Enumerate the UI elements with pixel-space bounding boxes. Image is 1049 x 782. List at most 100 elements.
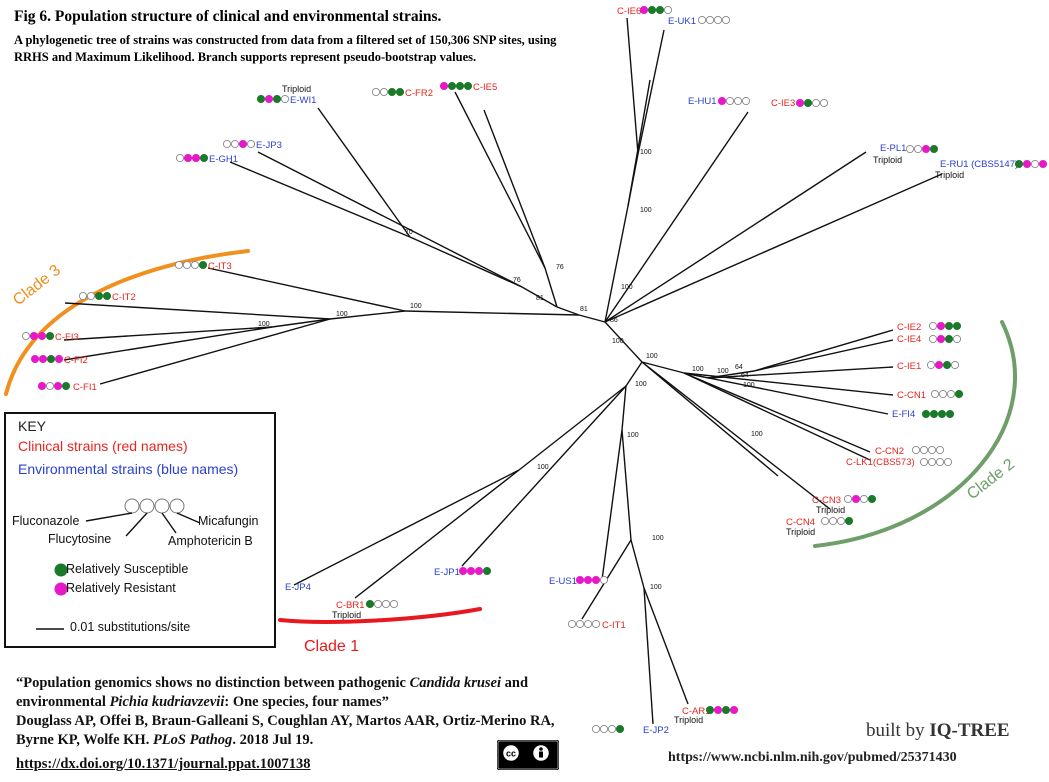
drug-profile-dot (474, 566, 484, 576)
drug-profile-dot (828, 516, 838, 526)
drug-profile-dot (183, 153, 193, 163)
leaf-label: C-IT1 (602, 620, 626, 631)
drug-profile-dot (256, 94, 266, 104)
leaf-label: C-AR1 (682, 706, 711, 717)
drug-profile-dot (455, 81, 465, 91)
cc-by-license-icon: cc CC BY (497, 740, 559, 770)
citation-authors: Douglass AP, Offei B, Braun-Galleani S, … (16, 713, 555, 748)
tree-branch (604, 205, 629, 323)
drug-profile-dot (53, 381, 63, 391)
drug-profile-dot (867, 494, 877, 504)
drug-profile-dot (238, 139, 248, 149)
drug-profile-dot (820, 516, 830, 526)
leaf-label: C-FI3 (55, 332, 79, 343)
drug-profile-dot (655, 5, 665, 15)
leaf-e-us1: E-US1 (549, 575, 609, 587)
leaf-label: C-BR1 (336, 600, 365, 611)
key-drug-micafungin: Micafungin (198, 514, 259, 528)
leaf-e-fi4: E-FI4 (892, 409, 955, 420)
tree-branch (626, 17, 639, 155)
ploidy-label: Triploid (674, 715, 703, 725)
bootstrap-label: 100 (410, 303, 422, 310)
bootstrap-values: 100 100 100 81 86 100 100 76 81 76 70 100 100 100 100 6… (258, 149, 763, 591)
tree-branch (753, 339, 894, 372)
leaf-label: C-IE5 (473, 82, 497, 93)
drug-profile-dot (458, 566, 468, 576)
leaf-label: C-IE2 (897, 322, 921, 333)
key-drug-diagram (85, 498, 201, 537)
cc-badge-text: CC BY (523, 764, 534, 768)
drug-profile-dot (466, 566, 476, 576)
drug-profile-dot (859, 494, 869, 504)
leaf-label: E-JP4 (285, 582, 311, 593)
drug-profile-dot (482, 566, 492, 576)
leaf-c-ie1: C-IE1 (897, 360, 960, 372)
bootstrap-label: 100 (717, 368, 729, 375)
bootstrap-label: 86 (610, 317, 618, 324)
drug-profile-dot (567, 619, 577, 629)
bootstrap-label: 100 (650, 584, 662, 591)
doi-link[interactable]: https://dx.doi.org/10.1371/journal.ppat.… (16, 756, 311, 772)
drug-profile-dot (583, 575, 593, 585)
drug-profile-dot (930, 389, 940, 399)
bootstrap-label: 100 (258, 321, 270, 328)
drug-profile-dot (819, 98, 829, 108)
leaf-c-ie4: C-IE4 (897, 334, 962, 345)
tree-branch (257, 151, 523, 288)
drug-profile-dot (78, 291, 88, 301)
drug-profile-dot (919, 457, 929, 467)
drug-profile-dot (246, 139, 256, 149)
tree-branch (229, 161, 411, 238)
leaf-label: C-FI1 (73, 382, 97, 393)
svg-text:cc: cc (506, 749, 516, 759)
drug-profile-dot (174, 260, 184, 270)
tree-branch (578, 314, 606, 323)
tree-branch (604, 151, 867, 323)
drug-profile-dot (935, 445, 945, 455)
drug-profile-dot (1014, 159, 1024, 169)
leaf-label: E-PL1 (880, 143, 906, 154)
leaf-c-it2: C-IT2 (78, 291, 136, 303)
leaf-label: C-FR2 (405, 88, 433, 99)
leaf-label: C-IE4 (897, 334, 921, 345)
drug-profile-dot (944, 321, 954, 331)
drug-profile-dot (1030, 159, 1040, 169)
drug-profile-dot (725, 96, 735, 106)
leaf-e-jp3: E-JP3 (222, 139, 282, 151)
leaf-c-cn1: C-CN1 (897, 389, 964, 401)
tree-branch (271, 318, 331, 328)
leaf-c-lk1-cbs573: C-LK1(CBS573) (846, 457, 953, 468)
key-scale-label: 0.01 substitutions/site (70, 620, 191, 634)
drug-profile-dot (937, 409, 947, 419)
bootstrap-label: 100 (537, 464, 549, 471)
tree-branch (753, 329, 894, 372)
drug-profile-dot (836, 516, 846, 526)
drug-profile-dot (663, 5, 673, 15)
tree-branch (483, 109, 546, 269)
leaf-e-ru1-cbs5147: E-RU1 (CBS5147)Triploid (935, 159, 1048, 180)
leaf-label: C-IE6 (617, 6, 641, 17)
tree-branch (317, 107, 411, 238)
clade-2-label: Clade 2 (964, 456, 1018, 503)
ploidy-label: Triploid (282, 84, 311, 94)
citation-title-part: and environmental (16, 675, 529, 710)
drug-profile-dot (729, 705, 739, 715)
drug-profile-dot (705, 15, 715, 25)
drug-profile-dot (182, 260, 192, 270)
drug-profile-dot (46, 354, 56, 364)
leaf-label: E-HU1 (688, 96, 717, 107)
drug-profile-dot (713, 15, 723, 25)
drug-profile-dot (936, 334, 946, 344)
tree-branch (409, 236, 523, 288)
drug-profile-dot (938, 389, 948, 399)
drug-profile-dot (591, 724, 601, 734)
drug-profile-dot (803, 98, 813, 108)
drug-profile-dot (61, 381, 71, 391)
tree-branch (454, 91, 546, 269)
key-drug-fluconazole: Fluconazole (12, 514, 80, 528)
citation-species-1: Candida krusei (409, 675, 502, 691)
leaf-c-fi3: C-FI3 (21, 331, 79, 343)
drug-profile-dot (280, 94, 290, 104)
